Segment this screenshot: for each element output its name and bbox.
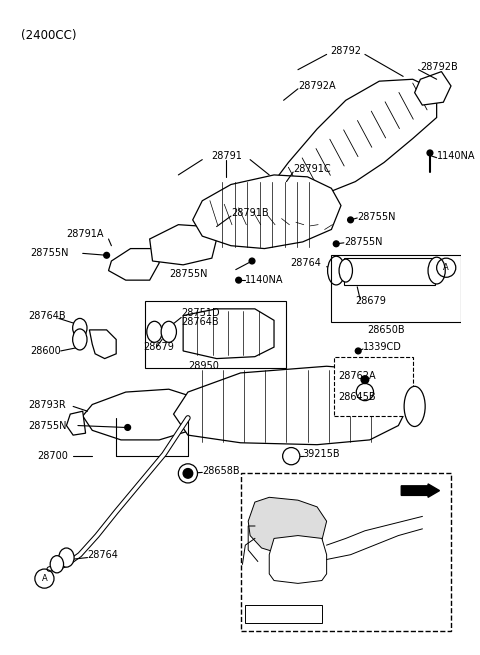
Text: 28791C: 28791C — [293, 164, 331, 174]
Ellipse shape — [283, 447, 300, 465]
Polygon shape — [258, 185, 293, 215]
Polygon shape — [415, 71, 451, 105]
Circle shape — [333, 241, 339, 247]
Text: 28755N: 28755N — [30, 248, 69, 258]
Text: 28600: 28600 — [30, 346, 61, 356]
FancyArrow shape — [401, 484, 440, 497]
Text: 28764B: 28764B — [181, 317, 219, 328]
Text: 28755N: 28755N — [169, 269, 207, 280]
Text: 28751D: 28751D — [181, 308, 220, 318]
Text: 28755N: 28755N — [357, 212, 396, 222]
Ellipse shape — [147, 322, 162, 343]
Ellipse shape — [50, 555, 63, 573]
Text: 28762A: 28762A — [338, 371, 376, 381]
Circle shape — [355, 348, 361, 354]
Text: (2400CC): (2400CC) — [21, 29, 76, 42]
Text: 28700: 28700 — [38, 451, 69, 461]
Text: 28791: 28791 — [211, 151, 241, 160]
Ellipse shape — [161, 322, 177, 343]
Text: 28650B: 28650B — [367, 325, 405, 335]
Circle shape — [348, 217, 353, 223]
Text: 1339CD: 1339CD — [363, 342, 402, 352]
Ellipse shape — [72, 318, 87, 337]
Bar — [245, 605, 322, 623]
Polygon shape — [150, 225, 216, 265]
Text: 28764: 28764 — [87, 550, 119, 559]
Circle shape — [104, 252, 109, 258]
Text: 28792A: 28792A — [298, 81, 336, 91]
Circle shape — [236, 277, 241, 283]
Bar — [344, 258, 435, 285]
Polygon shape — [89, 330, 116, 358]
Text: 28764: 28764 — [290, 258, 321, 268]
Polygon shape — [192, 175, 341, 249]
Circle shape — [183, 468, 192, 478]
Text: 28645B: 28645B — [338, 392, 376, 402]
Ellipse shape — [356, 383, 373, 401]
Bar — [145, 301, 287, 368]
Text: REF 28-285: REF 28-285 — [248, 610, 296, 620]
Text: 28679: 28679 — [143, 342, 174, 352]
Ellipse shape — [428, 257, 445, 284]
Text: 39215B: 39215B — [303, 449, 340, 459]
Ellipse shape — [327, 256, 345, 285]
Text: 28791B: 28791B — [231, 208, 269, 218]
Ellipse shape — [179, 464, 197, 483]
Polygon shape — [108, 249, 159, 280]
Text: 28793R: 28793R — [28, 400, 66, 409]
Text: FR.: FR. — [384, 478, 407, 491]
Text: 28679: 28679 — [355, 296, 386, 306]
Text: A: A — [42, 574, 48, 583]
Bar — [240, 474, 451, 631]
Polygon shape — [83, 389, 197, 440]
Text: A: A — [444, 263, 449, 272]
Circle shape — [125, 424, 131, 430]
Text: 28658B: 28658B — [202, 466, 240, 476]
Text: 28755N: 28755N — [28, 421, 67, 430]
Polygon shape — [269, 536, 326, 584]
Polygon shape — [174, 366, 408, 445]
Polygon shape — [183, 309, 274, 358]
Circle shape — [361, 376, 369, 383]
Ellipse shape — [59, 548, 74, 567]
Ellipse shape — [339, 259, 352, 282]
Bar — [334, 357, 413, 416]
Polygon shape — [248, 497, 326, 555]
Ellipse shape — [404, 386, 425, 426]
Text: 1140NA: 1140NA — [437, 151, 475, 160]
Text: 1140NA: 1140NA — [245, 275, 284, 285]
Text: 28792B: 28792B — [420, 62, 458, 72]
Polygon shape — [66, 411, 85, 435]
Text: 39210J: 39210J — [293, 491, 324, 500]
Text: 28755N: 28755N — [344, 237, 383, 247]
Polygon shape — [274, 79, 437, 196]
Text: 28792: 28792 — [330, 46, 361, 56]
Bar — [331, 255, 461, 322]
Ellipse shape — [72, 329, 87, 350]
Circle shape — [249, 258, 255, 264]
Text: 39210H: 39210H — [336, 620, 372, 629]
Circle shape — [427, 150, 433, 156]
Text: 28764B: 28764B — [28, 310, 66, 320]
Text: 28791A: 28791A — [66, 229, 104, 239]
Text: 28950: 28950 — [188, 362, 219, 371]
